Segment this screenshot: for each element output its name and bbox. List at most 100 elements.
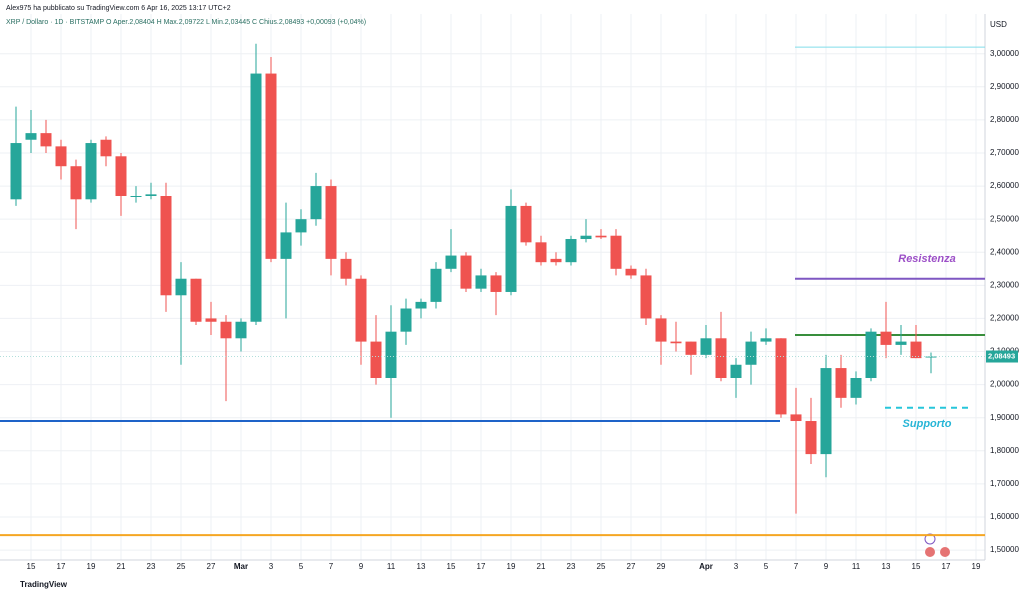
candle-body: [280, 232, 292, 259]
x-tick-label: 7: [329, 562, 334, 571]
candle-body: [490, 275, 502, 292]
candle-body: [880, 331, 892, 345]
x-tick-label: 17: [57, 562, 66, 571]
x-tick-label: 15: [912, 562, 921, 571]
candle-body: [520, 205, 532, 243]
annotation: Resistenza: [898, 253, 955, 265]
candle-body: [70, 166, 82, 200]
candle-body: [415, 301, 427, 309]
y-tick-label: 2,50000: [990, 214, 1019, 223]
x-tick-label: 11: [387, 562, 396, 571]
x-tick-label: 3: [734, 562, 739, 571]
y-tick-label: 1,60000: [990, 512, 1019, 521]
event-icon[interactable]: [925, 547, 935, 557]
candle-body: [775, 338, 787, 415]
x-tick-label: 17: [477, 562, 486, 571]
candle-body: [430, 268, 442, 302]
x-tick-label: 13: [417, 562, 426, 571]
candle-body: [10, 143, 22, 200]
x-tick-label: 27: [627, 562, 636, 571]
x-tick-label: 11: [852, 562, 861, 571]
candle-body: [160, 196, 172, 296]
x-tick-label: 15: [27, 562, 36, 571]
candle-body: [550, 258, 562, 263]
candle-body: [175, 278, 187, 296]
candle-body: [835, 368, 847, 398]
x-tick-label: 19: [507, 562, 516, 571]
candle-body: [205, 318, 217, 322]
y-tick-label: 2,30000: [990, 280, 1019, 289]
x-tick-label: 21: [117, 562, 126, 571]
y-tick-label: 2,00000: [990, 380, 1019, 389]
candle-body: [565, 239, 577, 263]
x-tick-label: 9: [824, 562, 829, 571]
x-tick-label: 21: [537, 562, 546, 571]
y-tick-label: 3,00000: [990, 49, 1019, 58]
y-tick-label: 1,50000: [990, 545, 1019, 554]
candle-body: [475, 275, 487, 289]
candle-body: [310, 186, 322, 220]
candle-body: [295, 219, 307, 233]
annotation: Supporto: [903, 418, 952, 430]
footer: TradingView: [20, 580, 68, 589]
y-tick-label: 2,90000: [990, 82, 1019, 91]
x-tick-label: 5: [299, 562, 304, 571]
candle-body: [190, 278, 202, 322]
candle-body: [715, 338, 727, 378]
plot: 1,50000 1,60000 1,70000 1,80000 1,90000 2,000…: [0, 43, 1019, 571]
candle-body: [910, 341, 922, 359]
candle-body: [865, 331, 877, 378]
candle-body: [700, 338, 712, 355]
x-tick-label: 23: [567, 562, 576, 571]
candle-body: [805, 421, 817, 455]
candle-body: [85, 143, 97, 200]
candle-body: [460, 255, 472, 289]
candle-body: [745, 341, 757, 365]
event-icon[interactable]: [924, 533, 936, 545]
candle-body: [355, 278, 367, 342]
y-tick-label: 1,80000: [990, 446, 1019, 455]
x-tick-label: 7: [794, 562, 799, 571]
y-tick-label: 2,40000: [990, 247, 1019, 256]
x-tick-label: 23: [147, 562, 156, 571]
candle-body: [250, 73, 262, 322]
currency: USD: [990, 20, 1007, 29]
price-tag-label: 2,08493: [988, 351, 1015, 360]
event-icon[interactable]: [940, 547, 950, 557]
candle-body: [340, 258, 352, 279]
candle-body: [820, 368, 832, 455]
x-tick-label: 25: [177, 562, 186, 571]
candle-body: [235, 321, 247, 339]
x-tick-label: 5: [764, 562, 769, 571]
x-tick-label: 3: [269, 562, 274, 571]
candle-body: [100, 139, 112, 157]
candle-body: [625, 268, 637, 276]
candle-body: [640, 275, 652, 319]
candle-body: [265, 73, 277, 259]
y-tick-label: 2,20000: [990, 314, 1019, 323]
y-tick-label: 1,70000: [990, 479, 1019, 488]
candle-body: [385, 331, 397, 378]
candle-body: [55, 146, 67, 167]
candle-body: [580, 235, 592, 240]
candle-body: [850, 378, 862, 398]
header: Alex975 ha pubblicato su TradingView.com…: [6, 5, 231, 12]
candle-body: [730, 364, 742, 378]
x-tick-label: 17: [942, 562, 951, 571]
y-tick-label: 2,80000: [990, 115, 1019, 124]
x-tick-label: 9: [359, 562, 364, 571]
candle-body: [445, 255, 457, 269]
x-tick-label: 19: [87, 562, 96, 571]
candle-body: [655, 318, 667, 342]
x-tick-label: 19: [972, 562, 981, 571]
x-tick-label: 13: [882, 562, 891, 571]
candle-body: [595, 235, 607, 238]
candle-body: [685, 341, 697, 355]
candle-body: [670, 341, 682, 344]
candle-body: [400, 308, 412, 332]
x-tick-label: 27: [207, 562, 216, 571]
candle-body: [610, 235, 622, 269]
x-tick-label: Apr: [699, 562, 713, 571]
